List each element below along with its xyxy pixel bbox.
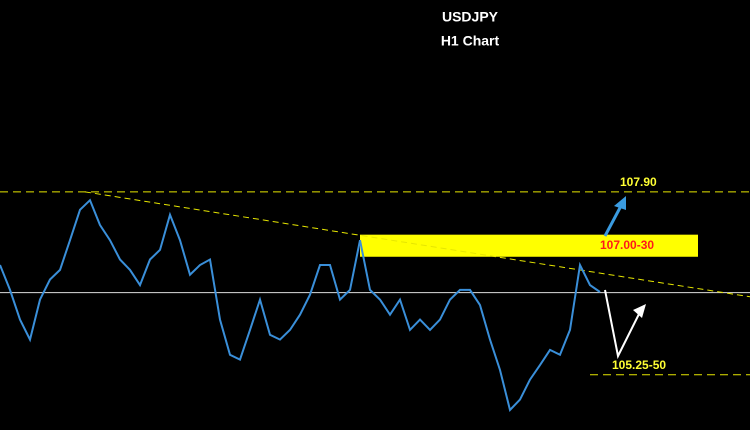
level-label: 105.25-50 (612, 358, 666, 372)
arrow-path (604, 289, 641, 360)
trendline (84, 191, 750, 298)
chart-subtitle: H1 Chart (441, 33, 500, 49)
plot: 107.00-30 107.90 105.25-50 (0, 175, 750, 412)
zone-label: 107.00-30 (600, 238, 654, 252)
arrows (603, 196, 646, 360)
arrow-head (633, 304, 646, 318)
zone (360, 234, 698, 257)
price-line (0, 198, 601, 412)
chart-title: USDJPY (442, 9, 499, 25)
arrow-head (614, 196, 626, 210)
level-label: 107.90 (620, 175, 657, 189)
arrow-up (603, 203, 624, 237)
